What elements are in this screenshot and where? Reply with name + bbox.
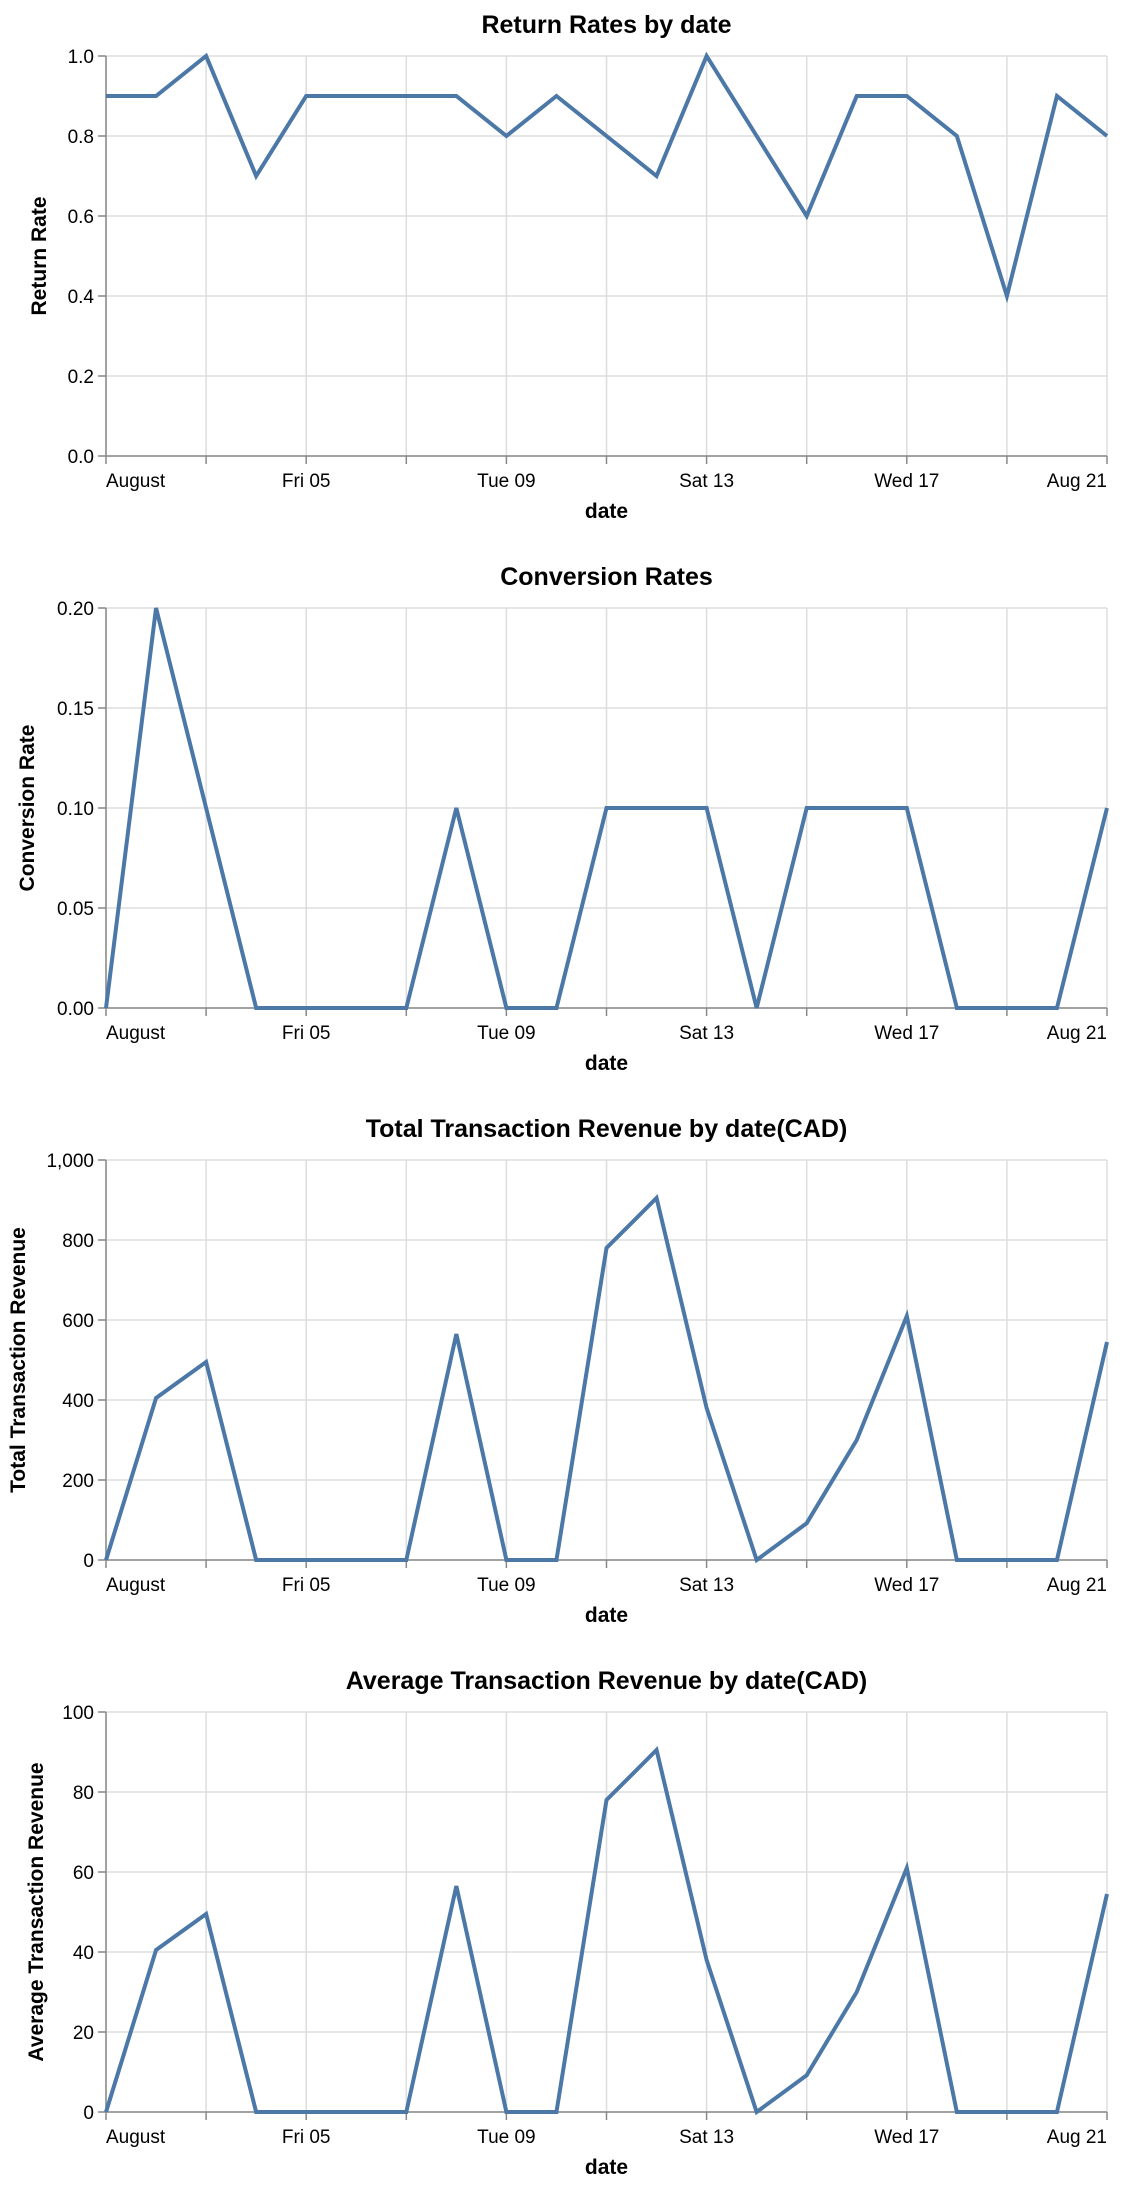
y-tick-label: 0.15 [57, 699, 94, 720]
x-tick-label: Tue 09 [477, 1575, 535, 1596]
y-tick-label: 1,000 [46, 1151, 94, 1172]
y-axis-title: Average Transaction Revenue [25, 1762, 48, 2061]
y-tick-label: 200 [62, 1471, 94, 1492]
y-tick-label: 100 [62, 1703, 94, 1724]
y-tick-label: 1.0 [68, 47, 94, 68]
x-tick-label: Aug 21 [1047, 1023, 1107, 1044]
series-line-1 [104, 1194, 1109, 1564]
y-tick-label: 0.2 [68, 367, 94, 388]
chart-panel-3: Total Transaction Revenue by date(CAD) 0 2… [7, 1115, 1109, 1627]
y-axis-title: Total Transaction Revenue [7, 1227, 30, 1493]
y-tick-label: 20 [73, 2023, 94, 2044]
chart-title: Conversion Rates [500, 563, 713, 591]
series-line-1 [106, 51, 1109, 304]
x-tick-label: Sat 13 [679, 1023, 734, 1044]
x-axis-title: date [585, 500, 628, 523]
y-tick-label: 0.20 [57, 599, 94, 620]
chart-panel-2: Conversion Rates 0.00 0.05 0.10 0.15 0.20 Augu… [16, 563, 1109, 1075]
x-axis-title: date [585, 2156, 628, 2179]
y-tick-label: 0.0 [68, 447, 94, 468]
x-tick-label: August [106, 1575, 166, 1596]
chart-title: Total Transaction Revenue by date(CAD) [366, 1115, 848, 1143]
y-tick-label: 0 [83, 1551, 94, 1572]
x-tick-label: Tue 09 [477, 1023, 535, 1044]
y-tick-label: 0.10 [57, 799, 94, 820]
y-tick-label: 40 [73, 1943, 94, 1964]
y-tick-label: 400 [62, 1391, 94, 1412]
y-tick-label: 60 [73, 1863, 94, 1884]
x-tick-label: Wed 17 [874, 1575, 939, 1596]
y-tick-label: 800 [62, 1231, 94, 1252]
y-tick-label: 600 [62, 1311, 94, 1332]
x-axis-title: date [585, 1604, 628, 1627]
x-tick-label: Aug 21 [1047, 1575, 1107, 1596]
y-tick-label: 0.6 [68, 207, 94, 228]
x-tick-label: Wed 17 [874, 1023, 939, 1044]
y-tick-label: 0.05 [57, 899, 94, 920]
x-tick-label: Fri 05 [282, 2127, 331, 2148]
y-tick-label: 0.00 [57, 999, 94, 1020]
chart-title: Average Transaction Revenue by date(CAD) [346, 1667, 867, 1695]
x-tick-label: Wed 17 [874, 2127, 939, 2148]
x-tick-label: Sat 13 [679, 2127, 734, 2148]
x-tick-label: Fri 05 [282, 1575, 331, 1596]
x-tick-label: August [106, 1023, 166, 1044]
chart-panel-1: Return Rates by date 0.0 0.2 0.4 0.6 0.8 1.0 Au… [28, 11, 1109, 523]
series-line-1 [104, 607, 1109, 1010]
y-tick-label: 0 [83, 2103, 94, 2124]
x-tick-label: August [106, 471, 166, 492]
x-tick-label: Sat 13 [679, 471, 734, 492]
x-tick-label: August [106, 2127, 166, 2148]
x-tick-label: Tue 09 [477, 2127, 535, 2148]
y-axis-title: Return Rate [28, 196, 51, 315]
x-axis-title: date [585, 1052, 628, 1075]
y-tick-label: 0.8 [68, 127, 94, 148]
x-tick-label: Sat 13 [679, 1575, 734, 1596]
y-axis-title: Conversion Rate [16, 725, 39, 892]
x-tick-label: Aug 21 [1047, 471, 1107, 492]
chart-panel-4: Average Transaction Revenue by date(CAD)… [25, 1667, 1109, 2179]
y-tick-label: 80 [73, 1783, 94, 1804]
x-tick-label: Tue 09 [477, 471, 535, 492]
x-tick-label: Fri 05 [282, 1023, 331, 1044]
y-tick-label: 0.4 [68, 287, 95, 308]
x-tick-label: Aug 21 [1047, 2127, 1107, 2148]
x-tick-label: Fri 05 [282, 471, 331, 492]
x-tick-label: Wed 17 [874, 471, 939, 492]
chart-title: Return Rates by date [481, 11, 731, 39]
series-line-1 [104, 1746, 1109, 2116]
